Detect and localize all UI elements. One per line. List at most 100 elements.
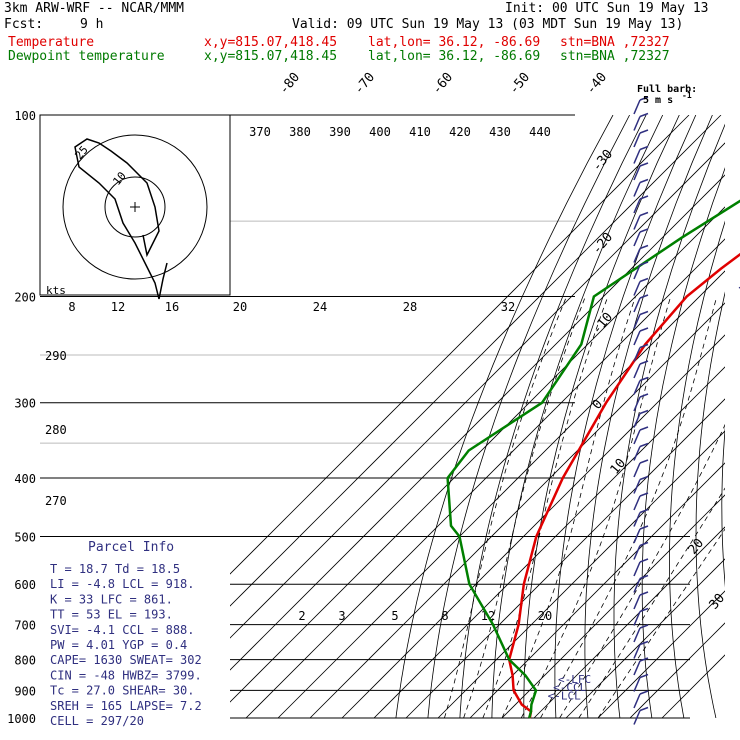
isotherm-label: -80 [277, 70, 304, 98]
wind-barb [633, 611, 641, 626]
dry-adiabat-line [395, 115, 614, 718]
isotherm-label: -10 [590, 310, 617, 338]
moist-adiabat-line [597, 528, 725, 718]
theta-label: 390 [329, 125, 351, 139]
wind-barb-flag [639, 657, 649, 662]
isotherm-label: 10 [608, 456, 630, 478]
dry-adiabat-line [695, 291, 725, 718]
wind-barb-flag [639, 574, 649, 580]
dewpoint-profile [446, 199, 740, 719]
theta-label: 420 [449, 125, 471, 139]
wind-barb [633, 429, 641, 445]
wind-barb-flag [639, 492, 649, 497]
dewpoint-latlon: lat,lon= 36.12, -86.69 [368, 49, 541, 64]
isotherm-label: -70 [352, 70, 379, 98]
wind-barb-flag [639, 376, 649, 382]
valid-time: Valid: 09 UTC Sun 19 May 13 (03 MDT Sun … [292, 17, 684, 32]
moist-adiabat-line [578, 487, 725, 718]
wind-barb [633, 297, 641, 313]
wind-barb [633, 512, 641, 527]
isotherm-line [437, 430, 725, 718]
isotherm-line [469, 462, 725, 718]
temperature-xy: x,y=815.07,418.45 [204, 35, 338, 50]
pressure-tick-label: 400 [14, 472, 36, 486]
wind-barb-flag [639, 442, 649, 448]
level-annotation: <-LCL [548, 690, 581, 703]
theta-label-low: 270 [45, 494, 67, 508]
wind-barb-flag [639, 294, 649, 299]
wind-barb [633, 116, 641, 131]
temperature-station: stn=BNA ,72327 [560, 35, 670, 50]
pressure-tick-label: 500 [14, 530, 36, 544]
wind-barb [633, 660, 641, 676]
pressure-tick-label: 300 [14, 397, 36, 411]
barb-legend-value: 5 m s [643, 95, 673, 106]
wind-barb [633, 578, 641, 593]
wind-barb-flag [639, 129, 649, 134]
hodograph-axis-label: 32 [501, 300, 515, 314]
barb-legend-title: Full barb: [637, 84, 697, 95]
wind-barb [633, 462, 641, 478]
wind-barb-flag [639, 690, 649, 695]
pressure-tick-label: 100 [14, 109, 36, 123]
wind-barb-flag [639, 393, 649, 398]
wind-barb [633, 231, 641, 247]
wind-barb-flag [639, 706, 649, 712]
parcel-info-row: SVI= -4.1 CCL = 888. [50, 623, 195, 637]
parcel-info-row: SREH = 165 LAPSE= 7.2 [50, 699, 202, 713]
wind-barb-flag [639, 558, 649, 563]
wind-barb [633, 710, 641, 725]
wind-barb [633, 561, 641, 577]
pressure-tick-label: 800 [14, 654, 36, 668]
hodograph-axis-label: 28 [403, 300, 417, 314]
isotherm-label: -60 [430, 70, 457, 98]
parcel-info-row: Tc = 27.0 SHEAR= 30. [50, 684, 195, 698]
wind-barb-flag [639, 640, 649, 646]
isotherm-label: -20 [590, 230, 617, 258]
dewpoint-xy: x,y=815.07,418.45 [204, 49, 338, 64]
wind-barb-flag [639, 591, 649, 596]
parcel-info-row: PW = 4.01 YGP = 0.4 [50, 638, 187, 652]
wind-barb-flag [639, 96, 649, 101]
isotherm-line [341, 334, 725, 718]
wind-barb [633, 215, 641, 230]
parcel-info-row: CAPE= 1630 SWEAT= 302 [50, 653, 202, 667]
wind-barb [633, 528, 641, 544]
wind-barb-flag [639, 261, 649, 266]
wind-barb [633, 479, 641, 494]
temperature-legend: Temperature [8, 35, 95, 50]
wind-barb [633, 165, 641, 181]
moist-adiabat-line [540, 296, 718, 718]
forecast-label: Fcst: [4, 17, 44, 32]
wind-barb [633, 198, 641, 214]
hodograph-axis-label: 12 [111, 300, 125, 314]
isotherm-line [245, 238, 725, 718]
level-annotation: <-EL [738, 281, 740, 294]
dry-adiabat-line [721, 425, 725, 588]
parcel-info-row: TT = 53 EL = 193. [50, 608, 173, 622]
dewpoint-station: stn=BNA ,72327 [560, 49, 670, 64]
wind-barb-flag [639, 607, 649, 613]
wind-barb-flag [639, 360, 649, 365]
theta-label: 430 [489, 125, 511, 139]
mixing-ratio-label: 20 [538, 609, 552, 623]
theta-label-low: 280 [45, 423, 67, 437]
isotherm-line [373, 366, 725, 718]
wind-barb [633, 264, 641, 280]
wind-barb-flag [639, 112, 649, 118]
theta-label-low: 290 [45, 349, 67, 363]
wind-barb [633, 380, 641, 395]
dry-adiabat-line [554, 115, 697, 718]
level-annotation: <-LFC [558, 673, 591, 686]
pressure-tick-label: 700 [14, 619, 36, 633]
wind-barb-flag [639, 508, 649, 514]
pressure-tick-label: 200 [14, 291, 36, 305]
wind-barb-flag [639, 277, 649, 283]
isotherm-line [149, 142, 725, 718]
isotherm-line [213, 206, 725, 718]
theta-label: 410 [409, 125, 431, 139]
wind-barb [633, 677, 641, 692]
hodograph-ring [104, 176, 166, 238]
wind-barb-flag [639, 244, 649, 250]
isotherm-line [405, 398, 725, 718]
